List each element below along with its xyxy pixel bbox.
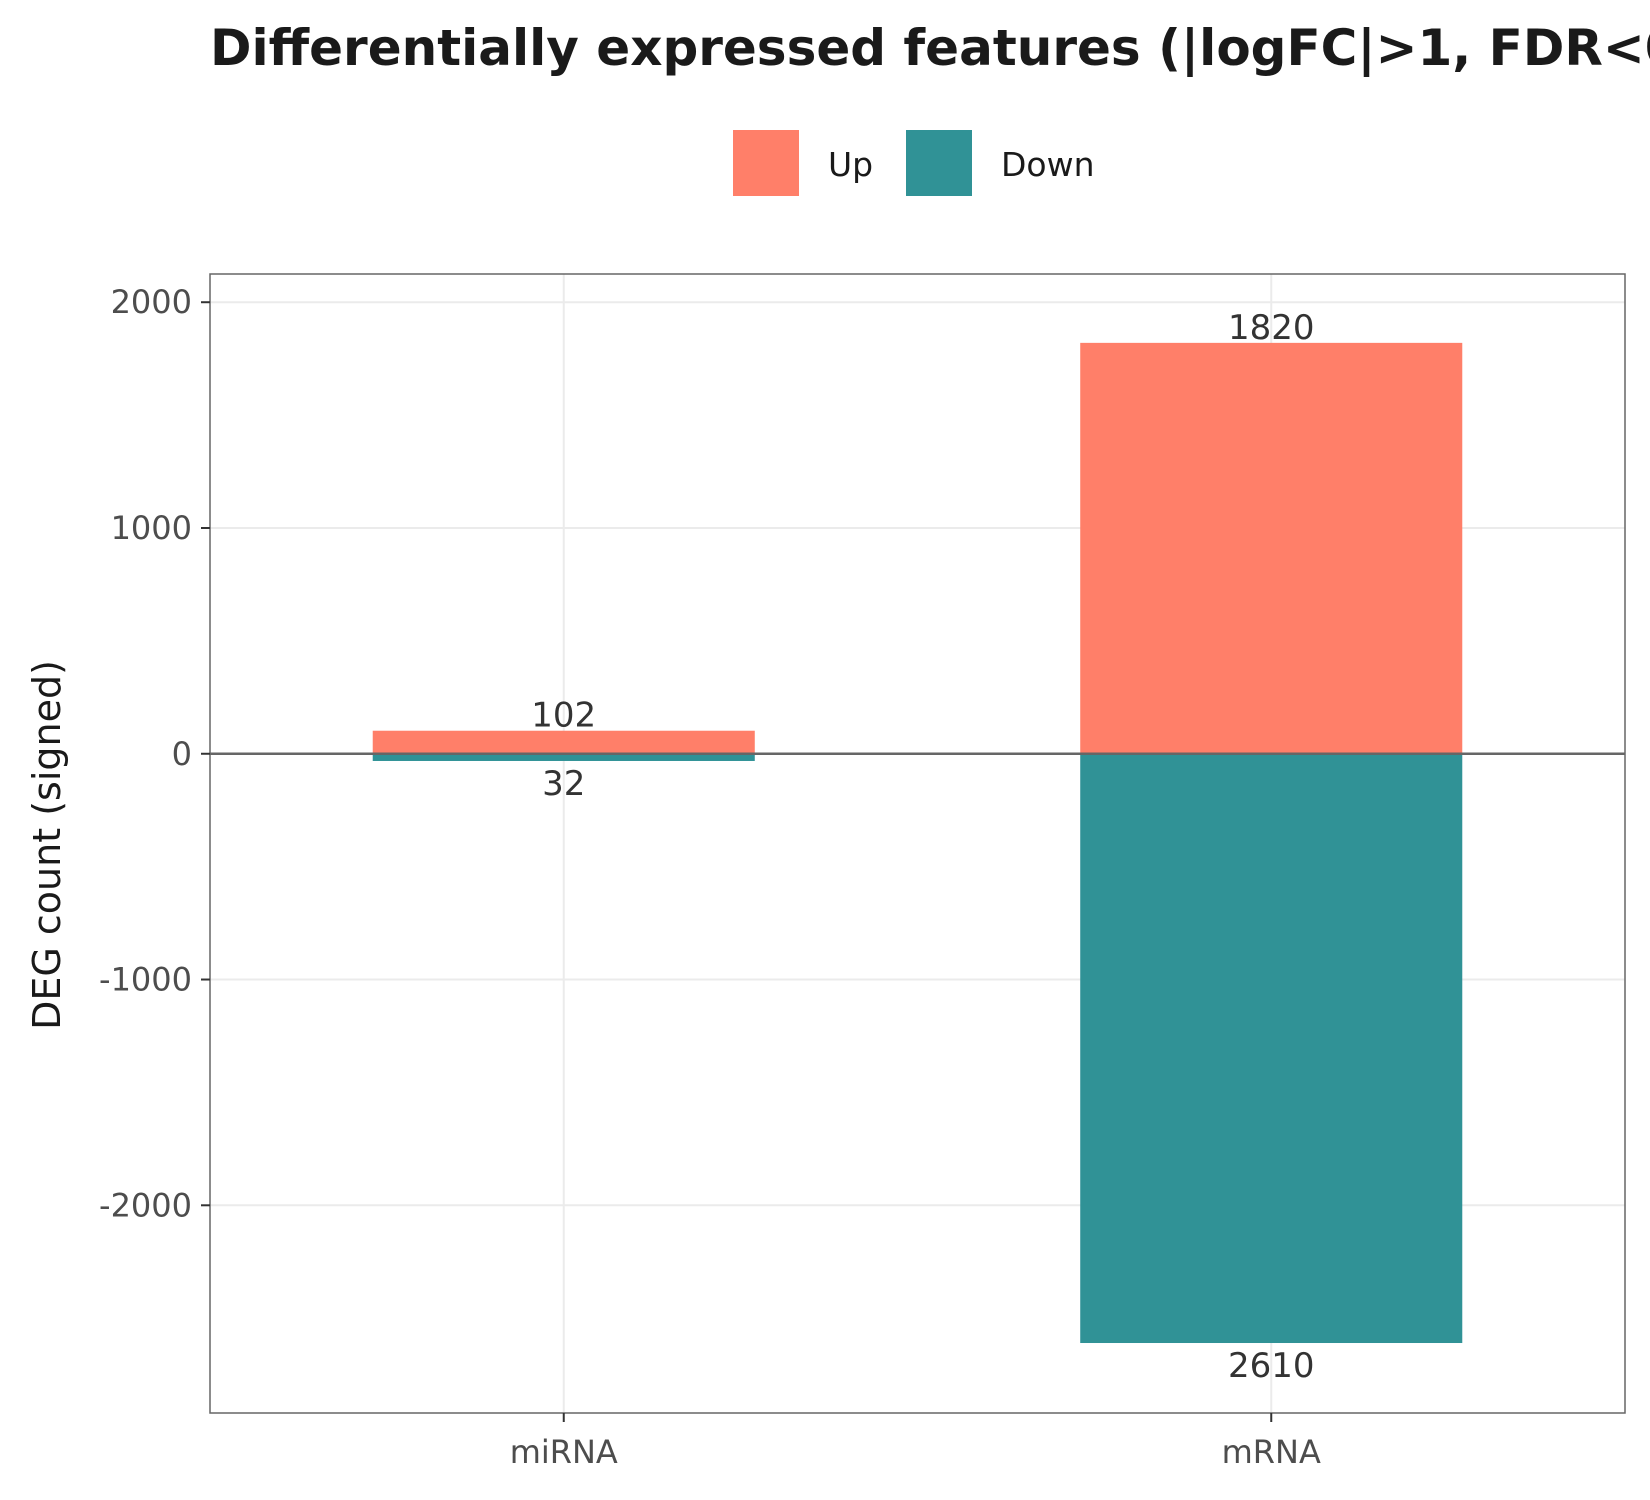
legend-swatch-up: [733, 130, 799, 196]
panel-border: [209, 273, 1626, 1414]
bar-up-miRNA: [372, 730, 755, 754]
bar-up-mRNA: [1080, 342, 1463, 754]
x-tick-label-miRNA: miRNA: [510, 1433, 618, 1471]
y-tick-label-3: -1000: [99, 961, 192, 999]
data-label-up-miRNA: 102: [531, 696, 596, 736]
y-tick-label-1: 1000: [111, 509, 192, 547]
data-label-down-mRNA: 2610: [1228, 1346, 1315, 1386]
legend-swatch-down: [906, 130, 972, 196]
chart-title: Differentially expressed features (|logF…: [210, 19, 1650, 77]
legend: Up Down: [733, 130, 1095, 196]
bars: [372, 342, 1463, 1344]
y-axis-label: DEG count (signed): [25, 660, 69, 1030]
legend-label-up: Up: [828, 145, 873, 184]
y-axis: 2000 1000 0 -1000 -2000: [99, 283, 210, 1224]
y-tick-label-0: 2000: [111, 283, 192, 321]
x-axis: miRNA mRNA: [510, 1413, 1321, 1471]
y-tick-label-2: 0: [172, 735, 192, 773]
bar-down-mRNA: [1080, 753, 1463, 1344]
bar-down-miRNA: [372, 753, 755, 761]
legend-label-down: Down: [1001, 145, 1095, 184]
data-label-up-mRNA: 1820: [1228, 308, 1315, 348]
x-tick-label-mRNA: mRNA: [1222, 1433, 1321, 1471]
data-labels: 102 1820 32 2610: [531, 308, 1314, 1386]
y-tick-label-4: -2000: [99, 1186, 192, 1224]
data-label-down-miRNA: 32: [542, 764, 585, 804]
